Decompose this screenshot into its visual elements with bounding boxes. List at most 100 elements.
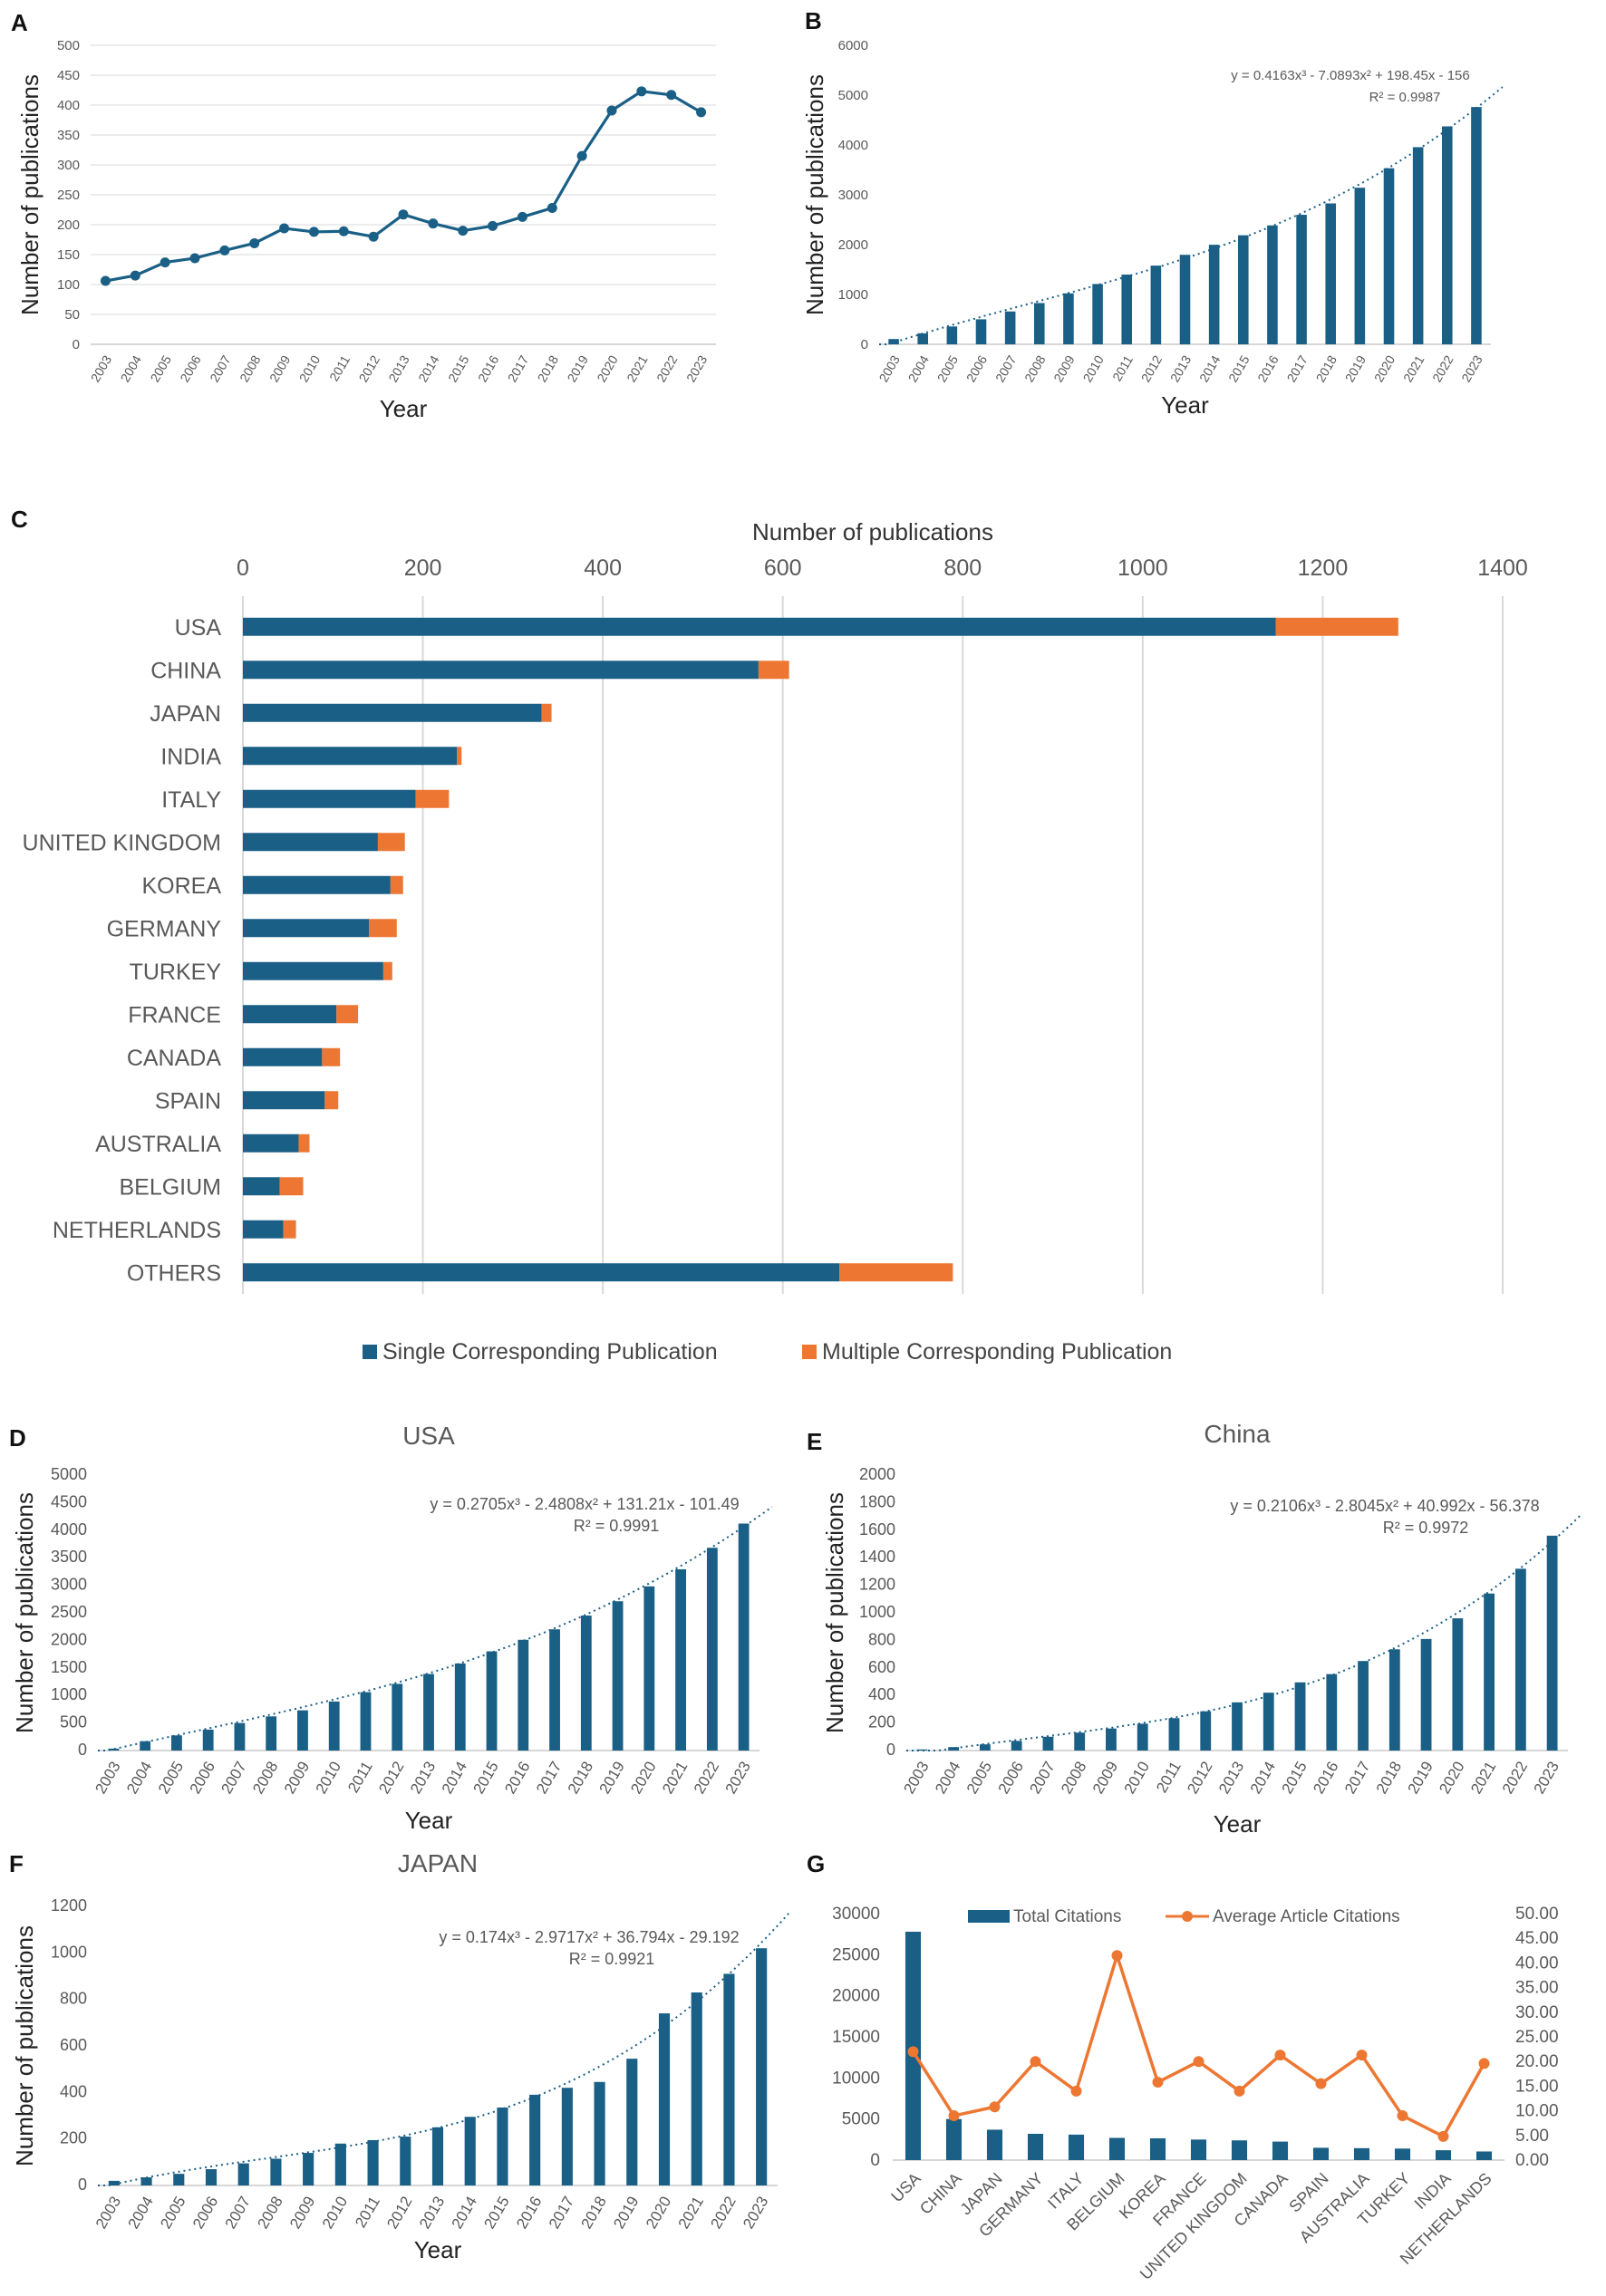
bar-segment — [243, 789, 416, 808]
y-tick-label: 2500 — [51, 1603, 87, 1621]
panel-label-g: G — [807, 1850, 825, 1877]
y-tick-label: 2000 — [859, 1465, 895, 1483]
bar — [454, 1663, 466, 1751]
x-tick-label: 2004 — [125, 2194, 157, 2232]
trendline-equation: y = 0.2106x³ - 2.8045x² + 40.992x - 56.3… — [1230, 1497, 1539, 1515]
y-tick-label: 400 — [60, 2082, 87, 2100]
panel-label-e: E — [807, 1428, 822, 1455]
chart-title: China — [1204, 1420, 1271, 1448]
bar-segment — [243, 1263, 840, 1282]
data-point — [636, 86, 647, 97]
x-tick-label: 2011 — [344, 1759, 376, 1796]
x-tick-label: 2022 — [707, 2194, 739, 2232]
panel-letter: B — [805, 7, 822, 34]
y-tick-label: SPAIN — [155, 1088, 221, 1114]
bar — [561, 2088, 573, 2185]
y-axis-title: Number of publications — [11, 1492, 38, 1733]
x-tick-label: 2018 — [1373, 1759, 1405, 1797]
y-tick-label: 2000 — [51, 1630, 87, 1648]
bar — [580, 1616, 592, 1751]
bar — [400, 2137, 411, 2185]
x-tick-label: 2008 — [1058, 1759, 1089, 1797]
x-tick-label: 2011 — [1109, 352, 1136, 383]
bar — [1326, 1674, 1338, 1751]
x-tick-label: 2010 — [319, 2194, 351, 2232]
bar — [738, 1523, 750, 1751]
bar — [1121, 275, 1132, 344]
y-tick-label-left: 20000 — [832, 1987, 880, 2006]
bar-segment — [243, 617, 1276, 636]
x-tick-label: 2013 — [1167, 352, 1195, 384]
data-point — [160, 257, 170, 268]
x-tick-label: 2005 — [157, 2194, 189, 2232]
x-tick-label: 2021 — [624, 352, 651, 384]
x-tick-label: CHINA — [916, 2169, 965, 2218]
chart-title: USA — [402, 1422, 455, 1450]
bar — [270, 2158, 282, 2185]
x-axis-title: Year — [405, 1807, 453, 1834]
bar-segment — [243, 703, 542, 722]
bar — [1546, 1535, 1558, 1751]
x-tick-label: 2016 — [1310, 1759, 1341, 1797]
bar-segment — [369, 919, 397, 938]
bar — [108, 2180, 120, 2185]
bar — [237, 2163, 249, 2185]
x-tick-label: 2007 — [222, 2194, 254, 2232]
data-point — [666, 90, 677, 101]
data-point — [696, 107, 707, 118]
bar — [1452, 1618, 1464, 1751]
bar — [905, 1931, 922, 2160]
y-tick-label-left: 30000 — [832, 1905, 880, 1924]
y-tick-label: INDIA — [160, 744, 221, 769]
trendline-r2: R² = 0.9921 — [569, 1950, 655, 1968]
x-tick-label: 2009 — [1050, 352, 1078, 384]
y-tick-label-right: 35.00 — [1515, 1979, 1559, 1998]
bar — [423, 1674, 434, 1751]
bar — [1471, 107, 1482, 345]
panel-label-a: A — [11, 9, 28, 36]
bar-segment — [243, 1091, 325, 1110]
x-tick-label: 2021 — [659, 1759, 691, 1797]
x-tick-label: 2005 — [963, 1759, 995, 1797]
data-point — [308, 227, 319, 237]
x-tick-label: 2018 — [578, 2194, 610, 2232]
x-tick-label: 2020 — [627, 1759, 659, 1797]
bar — [1442, 126, 1453, 344]
bar — [658, 2013, 671, 2185]
x-tick-label: 2012 — [1138, 352, 1166, 384]
y-tick-label-right: 25.00 — [1515, 2028, 1559, 2047]
y-tick-label: 3000 — [51, 1576, 87, 1594]
trendline-equation: y = 0.4163x³ - 7.0893x² + 198.45x - 156 — [1231, 68, 1470, 83]
y-tick-label-right: 45.00 — [1515, 1929, 1559, 1948]
y-tick-label: 1200 — [51, 1896, 87, 1915]
trendline-r2: R² = 0.9972 — [1383, 1519, 1469, 1537]
bar — [1004, 311, 1016, 344]
x-tick-label: 2010 — [313, 1759, 344, 1797]
data-point — [189, 253, 200, 264]
x-tick-label: 2009 — [281, 1759, 313, 1797]
bar — [612, 1601, 624, 1751]
x-tick-label: 2007 — [1026, 1759, 1058, 1797]
x-tick-label: 2022 — [1429, 352, 1456, 384]
x-tick-label: 2005 — [934, 352, 962, 384]
chart-panel-g: 0 5000 10000 15000 20000 25000 30000 0.00 5.00 10… — [832, 1905, 1558, 2283]
x-tick-label: 2008 — [1021, 352, 1049, 384]
x-tick-label: 2021 — [1400, 352, 1427, 384]
y-tick-label-left: 25000 — [832, 1945, 880, 1964]
panel-label-c: C — [11, 506, 28, 533]
bar-segment — [243, 1177, 280, 1196]
x-tick-label: 2006 — [177, 352, 204, 384]
data-point — [458, 226, 469, 236]
y-tick-label: UNITED KINGDOM — [23, 830, 221, 855]
bar — [675, 1568, 687, 1751]
x-tick-label: 2020 — [1371, 352, 1398, 384]
bar — [140, 2177, 152, 2185]
bar — [1179, 255, 1191, 344]
y-axis-title: Number of publications — [16, 74, 44, 315]
x-tick-label: 2023 — [1531, 1759, 1562, 1797]
y-tick-label-right: 20.00 — [1515, 2052, 1559, 2071]
legend-marker — [1182, 1911, 1193, 1922]
bar — [108, 1748, 120, 1751]
x-tick-label: 2008 — [237, 352, 264, 384]
x-tick-label: 2009 — [286, 2194, 318, 2232]
